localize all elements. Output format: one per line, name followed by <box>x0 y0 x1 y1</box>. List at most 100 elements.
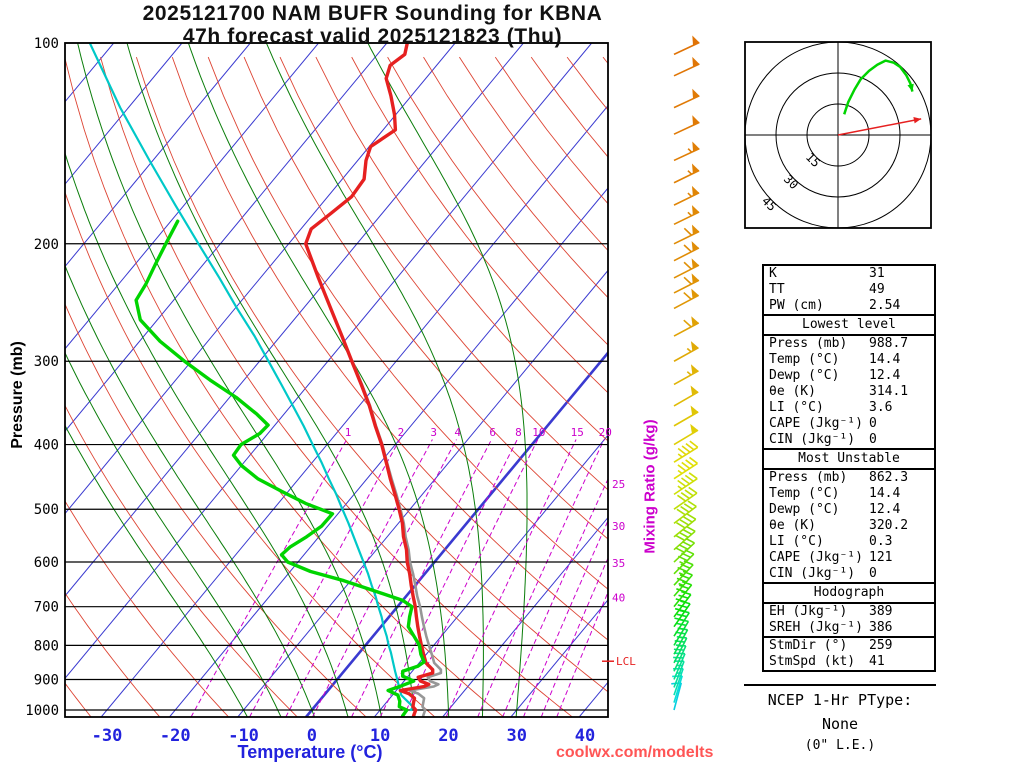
wind-barb <box>673 205 700 226</box>
stat-value: 386 <box>869 620 893 635</box>
dry-adiabat-lines <box>65 56 608 717</box>
stats-row: PW (cm) 2.54 <box>764 298 934 314</box>
stats-row: θe (K) 320.2 <box>764 518 934 534</box>
stats-row: Temp (°C) 14.4 <box>764 352 934 368</box>
plot-border <box>64 42 609 718</box>
moist-adiabat <box>187 43 450 717</box>
mixing-ratio-line <box>522 519 608 717</box>
dry-adiabat <box>65 56 505 717</box>
isotherm <box>510 599 608 717</box>
mixing-ratio-value-label: 6 <box>489 426 496 439</box>
stat-value: 12.4 <box>869 502 901 517</box>
mixing-ratio-line <box>477 439 605 717</box>
pressure-tick-label: 500 <box>34 502 59 518</box>
stat-label: CAPE (Jkg⁻¹) <box>769 416 863 431</box>
dry-adiabat <box>207 56 608 590</box>
temperature-tick-label: 40 <box>575 726 595 746</box>
stats-row: CAPE (Jkg⁻¹) 0 <box>764 416 934 432</box>
wind-barb <box>673 273 700 294</box>
pressure-tick-label: 800 <box>34 638 59 654</box>
wind-barb <box>673 472 698 496</box>
stats-section-header: Lowest level <box>764 316 934 336</box>
isotherm <box>65 43 593 680</box>
ptype-block: NCEP 1-Hr PType: None (0" L.E.) <box>744 684 936 753</box>
moist-adiabat <box>265 43 484 717</box>
stats-table: K 31 TT 49 PW (cm) 2.54 Lowest level Press (mb)… <box>762 264 936 672</box>
stats-row: Press (mb) 988.7 <box>764 336 934 352</box>
wind-barb <box>673 652 686 680</box>
mixing-ratio-line <box>556 590 608 717</box>
title-block: 2025121700 NAM BUFR Sounding for KBNA 47… <box>0 2 745 48</box>
stats-row: LI (°C) 3.6 <box>764 400 934 416</box>
dry-adiabat <box>65 500 230 717</box>
stats-row: Press (mb) 862.3 <box>764 470 934 486</box>
wind-barb <box>673 185 700 206</box>
dry-adiabat <box>351 56 608 394</box>
mixing-ratio-line <box>540 556 608 717</box>
wind-barb <box>673 580 693 608</box>
mixing-ratio-line <box>190 439 348 717</box>
stat-label: PW (cm) <box>769 298 824 313</box>
wind-barb <box>673 341 699 362</box>
pressure-tick-label: 300 <box>34 354 59 370</box>
stat-value: 0.3 <box>869 534 893 549</box>
wind-barb <box>673 364 699 386</box>
stat-label: θe (K) <box>769 518 816 533</box>
stats-row: CIN (Jkg⁻¹) 0 <box>764 432 934 448</box>
arrow-head <box>913 117 922 124</box>
hodograph-trace <box>843 59 914 115</box>
wind-barb <box>673 500 697 524</box>
wind-barb <box>673 405 699 427</box>
mixing-ratio-value-label: 40 <box>612 591 625 604</box>
stats-section: StmDir (°) 259 StmSpd (kt) 41 <box>764 636 934 670</box>
mixing-ratio-value-label: 3 <box>430 426 437 439</box>
stat-value: 49 <box>869 282 885 297</box>
wind-barb <box>673 288 700 310</box>
temperature-tick-label: 0 <box>307 726 317 746</box>
lcl-label: LCL <box>616 655 636 668</box>
isotherm <box>373 434 608 717</box>
mixing-ratio-line <box>351 439 492 717</box>
footer-link[interactable]: coolwx.com/modelts <box>556 744 714 761</box>
moist-adiabat <box>126 43 416 717</box>
stat-value: 41 <box>869 654 885 669</box>
temperature-axis-title: Temperature (°C) <box>237 742 383 762</box>
stat-value: 314.1 <box>869 384 909 399</box>
mixing-ratio-value-label: 15 <box>571 426 584 439</box>
dewpoint-curve <box>134 219 426 717</box>
stat-label: Press (mb) <box>769 470 848 485</box>
stat-value: 988.7 <box>869 336 909 351</box>
stats-row: TT 49 <box>764 282 934 298</box>
stat-value: 12.4 <box>869 368 901 383</box>
stats-row: EH (Jkg⁻¹) 389 <box>764 604 934 620</box>
stat-label: θe (K) <box>769 384 816 399</box>
stats-row: StmDir (°) 259 <box>764 638 934 654</box>
pressure-tick-label: 600 <box>34 555 59 571</box>
wind-barb <box>673 241 700 262</box>
stat-value: 320.2 <box>869 518 909 533</box>
wind-barb <box>673 224 700 245</box>
wind-barb <box>673 258 700 279</box>
mixing-ratio-lines <box>190 439 608 717</box>
isotherm <box>442 516 608 717</box>
temperature-tick-label: 20 <box>438 726 458 746</box>
moist-adiabat <box>65 151 349 717</box>
isotherm <box>237 269 608 717</box>
mixing-ratio-line <box>379 439 518 717</box>
stat-value: 0 <box>869 416 877 431</box>
dry-adiabat <box>135 56 608 693</box>
stat-label: StmSpd (kt) <box>769 654 856 669</box>
wind-barb <box>673 456 698 480</box>
stat-value: 862.3 <box>869 470 909 485</box>
parcel-curve <box>88 43 414 712</box>
wind-barb <box>673 385 699 407</box>
mixing-ratio-value-label: 25 <box>612 478 625 491</box>
wind-barb <box>673 423 699 446</box>
isotherm <box>65 43 388 432</box>
isotherm <box>65 43 183 185</box>
mixing-ratio-value-label: 4 <box>454 426 461 439</box>
mixing-ratio-axis-title: Mixing Ratio (g/kg) <box>641 419 659 554</box>
stats-row: K 31 <box>764 266 934 282</box>
